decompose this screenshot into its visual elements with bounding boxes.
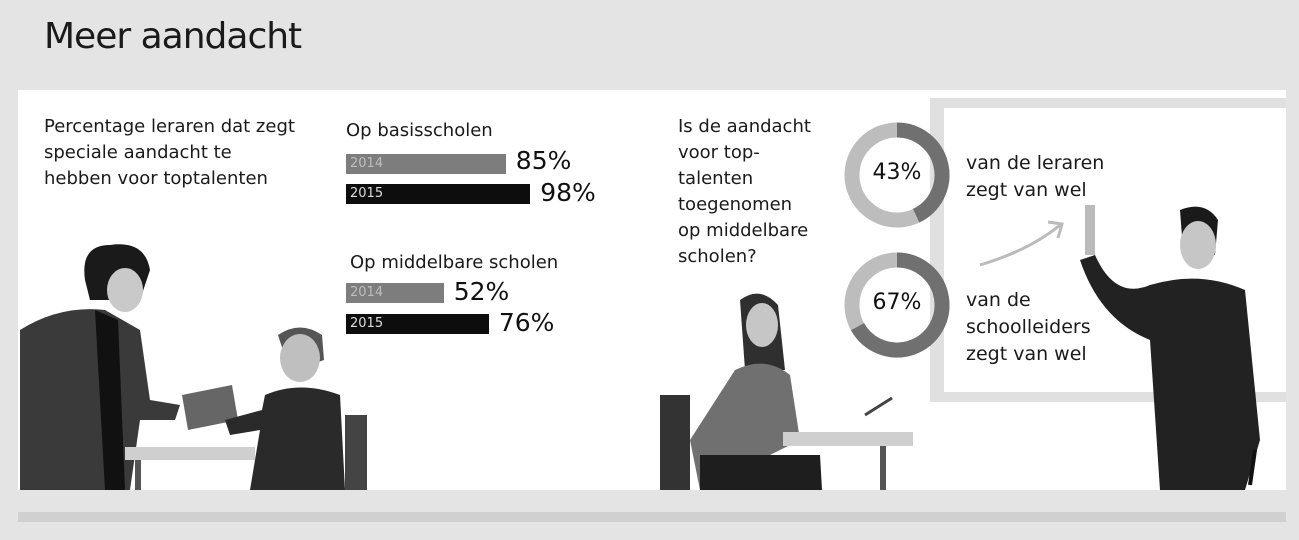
question-text: Is de aandacht voor top- talenten toegen…: [678, 114, 811, 270]
data-label-middelbaar-2015: 76%: [498, 308, 555, 337]
intro-line: speciale aandacht te: [44, 142, 232, 163]
question-line: op middelbare: [678, 220, 809, 241]
question-line: Is de aandacht: [678, 116, 811, 137]
question-line: voor top-: [678, 142, 760, 163]
data-label-middelbaar-2014: 52%: [453, 277, 510, 306]
question-line: talenten: [678, 168, 754, 189]
desk: [783, 432, 913, 446]
caption-leraren: van de leraren zegt van wel: [966, 150, 1104, 204]
student-illustration: [225, 327, 367, 490]
man-illustration: [1080, 205, 1260, 490]
woman-illustration: [660, 293, 822, 490]
question-line: scholen?: [678, 246, 757, 267]
group-title-basisscholen: Op basisscholen: [346, 120, 493, 141]
bar-basis-2014: 2014: [346, 154, 506, 174]
donut-segment: [896, 122, 950, 223]
intro-line: Percentage leraren dat zegt: [44, 116, 295, 137]
donut-label-leraren: 43%: [872, 160, 922, 185]
donut-segment: [851, 252, 950, 358]
caption-line: van de leraren: [966, 152, 1105, 174]
bar-middelbaar-2015: 2015: [346, 314, 489, 334]
data-label-basis-2015: 98%: [540, 178, 596, 207]
page-title: Meer aandacht: [44, 16, 302, 57]
caption-line: zegt van wel: [966, 343, 1087, 365]
intro-line: hebben voor toptalenten: [44, 168, 268, 189]
desk: [125, 447, 255, 460]
arrow-icon: [979, 223, 1061, 267]
caption-line: zegt van wel: [966, 179, 1087, 201]
group-title-middelbare: Op middelbare scholen: [350, 252, 559, 273]
caption-line: schoolleiders: [966, 316, 1091, 338]
bar-basis-2015: 2015: [346, 184, 531, 204]
book-illustration: [182, 385, 238, 430]
donut-label-schoolleiders: 67%: [872, 290, 922, 315]
caption-schoolleiders: van de schoolleiders zegt van wel: [966, 287, 1091, 368]
intro-text: Percentage leraren dat zegt speciale aan…: [44, 114, 295, 192]
teacher-illustration: [20, 244, 180, 490]
bottom-divider: [18, 512, 1286, 522]
bar-middelbaar-2014: 2014: [346, 283, 444, 303]
caption-line: van de: [966, 289, 1031, 311]
data-label-basis-2014: 85%: [515, 146, 572, 175]
question-line: toegenomen: [678, 194, 793, 215]
